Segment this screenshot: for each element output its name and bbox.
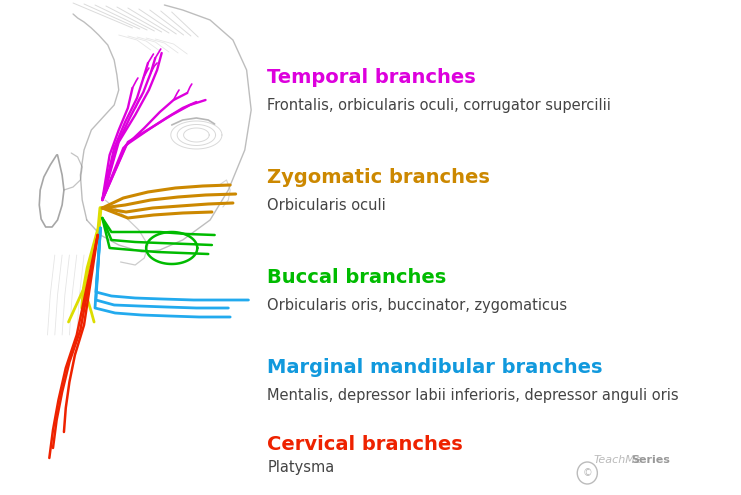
Text: Mentalis, depressor labii inferioris, depressor anguli oris: Mentalis, depressor labii inferioris, de… bbox=[268, 388, 679, 403]
Text: ©: © bbox=[582, 468, 592, 478]
Text: Frontalis, orbicularis oculi, corrugator supercilii: Frontalis, orbicularis oculi, corrugator… bbox=[268, 98, 611, 113]
Text: Cervical branches: Cervical branches bbox=[268, 435, 463, 454]
Text: Zygomatic branches: Zygomatic branches bbox=[268, 168, 491, 187]
FancyBboxPatch shape bbox=[0, 0, 274, 495]
Text: Buccal branches: Buccal branches bbox=[268, 268, 447, 287]
Text: Orbicularis oculi: Orbicularis oculi bbox=[268, 198, 386, 213]
Text: Series: Series bbox=[631, 455, 670, 465]
Text: Marginal mandibular branches: Marginal mandibular branches bbox=[268, 358, 603, 377]
Text: TeachMe: TeachMe bbox=[594, 455, 642, 465]
Text: Temporal branches: Temporal branches bbox=[268, 68, 476, 87]
Text: Orbicularis oris, buccinator, zygomaticus: Orbicularis oris, buccinator, zygomaticu… bbox=[268, 298, 568, 313]
Text: Platysma: Platysma bbox=[268, 460, 335, 475]
